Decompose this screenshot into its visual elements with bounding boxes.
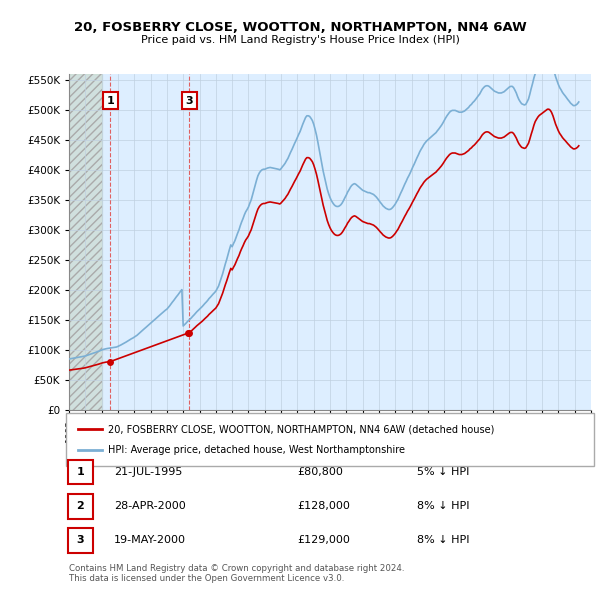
Text: 19-MAY-2000: 19-MAY-2000	[114, 536, 186, 545]
Bar	[69, 74, 101, 410]
Text: 21-JUL-1995: 21-JUL-1995	[114, 467, 182, 477]
Text: £129,000: £129,000	[297, 536, 350, 545]
Text: 8% ↓ HPI: 8% ↓ HPI	[417, 536, 469, 545]
Text: 20, FOSBERRY CLOSE, WOOTTON, NORTHAMPTON, NN4 6AW (detached house): 20, FOSBERRY CLOSE, WOOTTON, NORTHAMPTON…	[108, 424, 494, 434]
Text: HPI: Average price, detached house, West Northamptonshire: HPI: Average price, detached house, West…	[108, 445, 405, 455]
Text: 20, FOSBERRY CLOSE, WOOTTON, NORTHAMPTON, NN4 6AW: 20, FOSBERRY CLOSE, WOOTTON, NORTHAMPTON…	[74, 21, 526, 34]
Text: £128,000: £128,000	[297, 502, 350, 511]
Text: 3: 3	[185, 96, 193, 106]
Text: 28-APR-2000: 28-APR-2000	[114, 502, 186, 511]
Bar	[69, 74, 101, 410]
Text: 8% ↓ HPI: 8% ↓ HPI	[417, 502, 469, 511]
Text: Contains HM Land Registry data © Crown copyright and database right 2024.
This d: Contains HM Land Registry data © Crown c…	[69, 563, 404, 583]
Text: 3: 3	[77, 536, 84, 545]
Text: 5% ↓ HPI: 5% ↓ HPI	[417, 467, 469, 477]
Text: 1: 1	[107, 96, 115, 106]
Text: £80,800: £80,800	[297, 467, 343, 477]
Text: Price paid vs. HM Land Registry's House Price Index (HPI): Price paid vs. HM Land Registry's House …	[140, 35, 460, 45]
Text: 1: 1	[77, 467, 84, 477]
Text: 2: 2	[77, 502, 84, 511]
